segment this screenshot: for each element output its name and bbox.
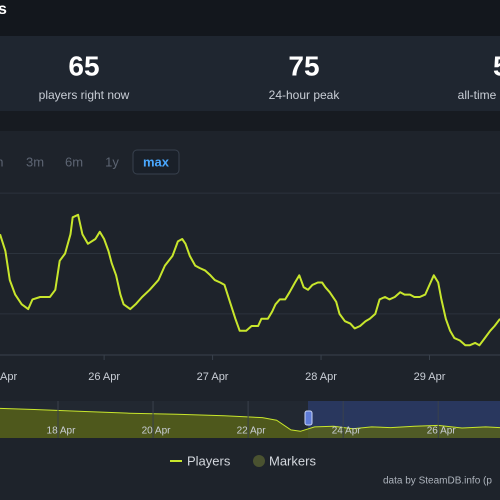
stat-label: players right now (39, 88, 130, 102)
range-button[interactable]: 6m (65, 154, 83, 169)
navigator-line (0, 407, 500, 432)
x-tick-label: 26 Apr (88, 371, 120, 383)
legend-marker[interactable] (253, 455, 265, 467)
legend-label[interactable]: Players (187, 453, 231, 468)
stat-label: 24-hour peak (269, 88, 341, 102)
stat-value: 75 (288, 50, 319, 81)
range-button[interactable]: max (143, 154, 170, 169)
range-button[interactable]: 1y (105, 154, 119, 169)
x-tick-label: 28 Apr (305, 371, 337, 383)
navigator-handle[interactable] (304, 410, 313, 426)
stat-label: all-time p (458, 88, 500, 102)
navigator-label: 22 Apr (237, 426, 267, 437)
x-tick-label: 29 Apr (414, 371, 446, 383)
range-button[interactable]: 3m (26, 154, 44, 169)
navigator-label: 18 Apr (47, 426, 77, 437)
legend-label[interactable]: Markers (269, 453, 316, 468)
page-title: s (0, 1, 7, 18)
gap (0, 111, 500, 131)
stat-value: 65 (68, 50, 99, 81)
x-tick-label: 27 Apr (197, 371, 229, 383)
navigator-label: 26 Apr (427, 426, 457, 437)
navigator-area (0, 408, 500, 438)
range-button-active[interactable] (132, 149, 180, 175)
x-tick-label: Apr (0, 371, 17, 383)
range-button[interactable]: m (0, 154, 3, 169)
stat-value: 5 (493, 50, 500, 81)
series-line (0, 213, 500, 347)
chart-panel (0, 131, 500, 500)
stats-panel (0, 36, 500, 111)
top-bar (0, 0, 500, 36)
credit: data by SteamDB.info (p (383, 476, 492, 487)
chart-layer: 65 players right now 75 24-hour peak 5 all-ti… (0, 50, 500, 487)
navigator-label: 20 Apr (142, 426, 172, 437)
navigator-label: 24 Apr (332, 426, 362, 437)
